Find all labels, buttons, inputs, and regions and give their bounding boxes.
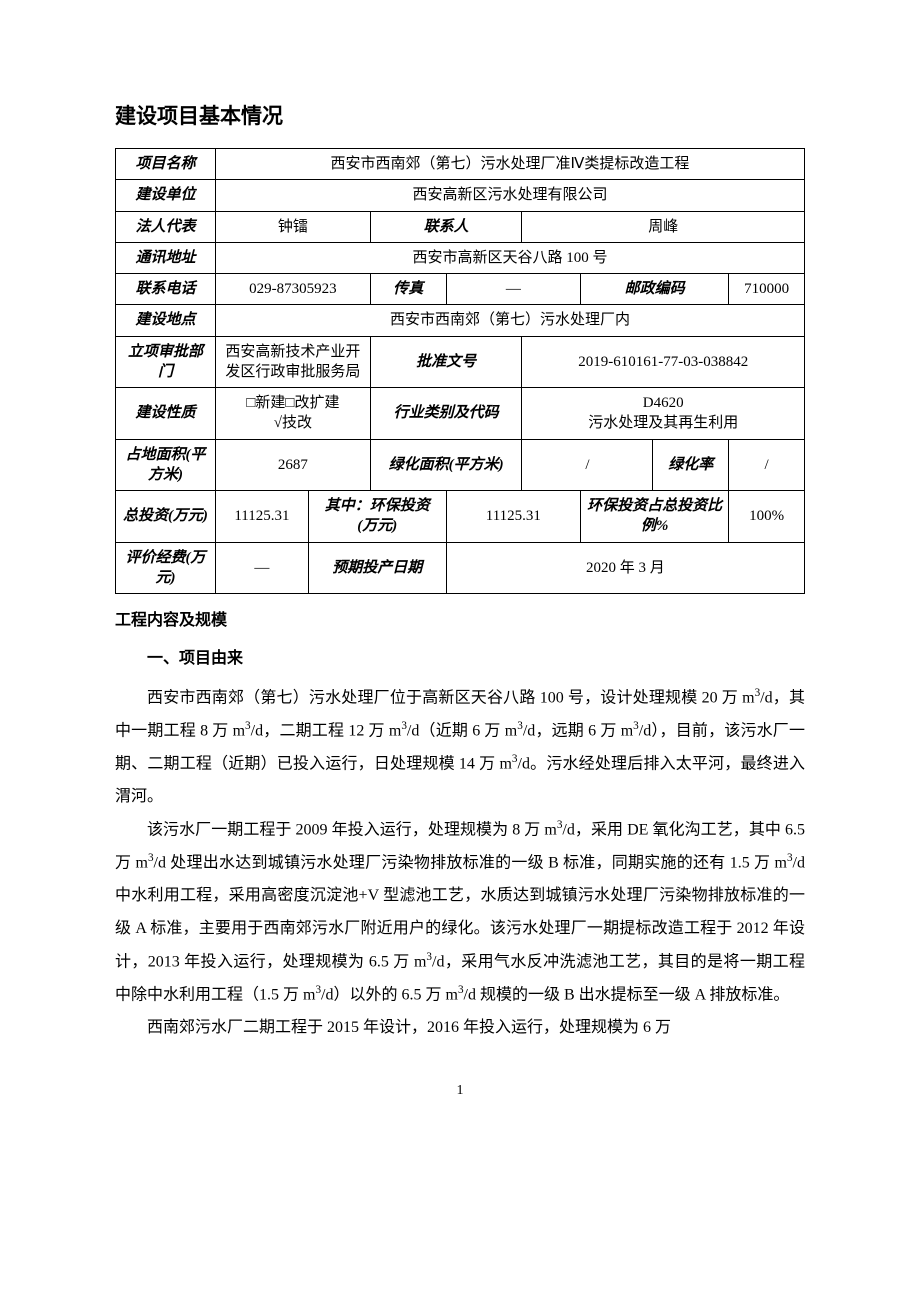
section-heading: 一、项目由来 [115,644,805,668]
label-fax: 传真 [370,274,446,305]
label-phone: 联系电话 [116,274,216,305]
p1-seg-d: /d（近期 6 万 m [407,722,517,739]
p1-seg-c: /d，二期工程 12 万 m [251,722,402,739]
value-total-invest: 11125.31 [215,491,308,543]
project-basic-info-table: 项目名称 西安市西南郊（第七）污水处理厂准Ⅳ类提标改造工程 建设单位 西安高新区… [115,148,805,594]
table-row: 占地面积(平方米) 2687 绿化面积(平方米) / 绿化率 / [116,439,805,491]
label-approval-dept: 立项审批部门 [116,336,216,388]
body-paragraph-3: 西南郊污水厂二期工程于 2015 年设计，2016 年投入运行，处理规模为 6 … [115,1012,805,1045]
label-approval-no: 批准文号 [370,336,522,388]
p1-seg-e: /d，远期 6 万 m [523,722,633,739]
value-legal-rep: 钟镭 [215,211,370,242]
label-postal-code: 邮政编码 [581,274,729,305]
p2-seg-f: /d）以外的 6.5 万 m [321,986,458,1003]
p2-seg-g: /d 规模的一级 B 出水提标至一级 A 排放标准。 [464,986,790,1003]
page-title: 建设项目基本情况 [115,100,805,130]
value-env-invest: 11125.31 [446,491,580,543]
label-land-area: 占地面积(平方米) [116,439,216,491]
value-address: 西安市高新区天谷八路 100 号 [215,242,804,273]
table-row: 项目名称 西安市西南郊（第七）污水处理厂准Ⅳ类提标改造工程 [116,149,805,180]
table-row: 建设性质 □新建□改扩建 √技改 行业类别及代码 D4620 污水处理及其再生利… [116,388,805,440]
p1-seg-a: 西安市西南郊（第七）污水处理厂位于高新区天谷八路 100 号，设计处理规模 20… [147,689,755,706]
value-postal-code: 710000 [729,274,805,305]
label-project-name: 项目名称 [116,149,216,180]
label-env-invest: 其中：环保投资(万元) [308,491,446,543]
label-construction-nature: 建设性质 [116,388,216,440]
label-green-area-text: 绿化面积(平方米) [389,457,504,473]
label-total-invest-text: 总投资(万元) [123,508,208,524]
table-row: 建设地点 西安市西南郊（第七）污水处理厂内 [116,305,805,336]
table-row: 通讯地址 西安市高新区天谷八路 100 号 [116,242,805,273]
table-row: 联系电话 029-87305923 传真 — 邮政编码 710000 [116,274,805,305]
label-industry-text: 行业类别及代码 [394,405,499,421]
value-land-area: 2687 [215,439,370,491]
label-legal-rep: 法人代表 [116,211,216,242]
label-contact-person: 联系人 [370,211,522,242]
value-construction-site: 西安市西南郊（第七）污水处理厂内 [215,305,804,336]
p2-seg-a: 该污水厂一期工程于 2009 年投入运行，处理规模为 8 万 m [147,822,557,839]
label-eval-fee-text: 评价经费(万元) [125,550,205,586]
label-address: 通讯地址 [116,242,216,273]
label-env-invest-text: 其中：环保投资(万元) [325,498,430,534]
value-green-area: / [522,439,653,491]
table-row: 评价经费(万元) — 预期投产日期 2020 年 3 月 [116,542,805,594]
label-industry: 行业类别及代码 [370,388,522,440]
label-construction-unit: 建设单位 [116,180,216,211]
value-green-rate: / [729,439,805,491]
label-green-area: 绿化面积(平方米) [370,439,522,491]
value-contact-person: 周峰 [522,211,805,242]
value-prod-date: 2020 年 3 月 [446,542,804,594]
table-row: 立项审批部门 西安高新技术产业开发区行政审批服务局 批准文号 2019-6101… [116,336,805,388]
value-industry: D4620 污水处理及其再生利用 [522,388,805,440]
page-number: 1 [115,1083,805,1099]
value-approval-dept: 西安高新技术产业开发区行政审批服务局 [215,336,370,388]
value-construction-nature: □新建□改扩建 √技改 [215,388,370,440]
label-env-invest-ratio-text: 环保投资占总投资比例% [587,498,722,534]
body-paragraph-2: 该污水厂一期工程于 2009 年投入运行，处理规模为 8 万 m3/d，采用 D… [115,814,805,1012]
p2-seg-c: /d 处理出水达到城镇污水处理厂污染物排放标准的一级 B 标准，同期实施的还有 … [154,855,787,872]
label-prod-date: 预期投产日期 [308,542,446,594]
label-green-rate: 绿化率 [653,439,729,491]
label-eval-fee: 评价经费(万元) [116,542,216,594]
label-construction-site: 建设地点 [116,305,216,336]
label-prod-date-text: 预期投产日期 [332,560,422,576]
label-land-area-text: 占地面积(平方米) [125,447,205,483]
value-project-name: 西安市西南郊（第七）污水处理厂准Ⅳ类提标改造工程 [215,149,804,180]
table-row: 总投资(万元) 11125.31 其中：环保投资(万元) 11125.31 环保… [116,491,805,543]
label-approval-dept-text: 立项审批部门 [128,344,203,380]
value-approval-no: 2019-610161-77-03-038842 [522,336,805,388]
value-fax: — [446,274,580,305]
label-env-invest-ratio: 环保投资占总投资比例% [581,491,729,543]
value-eval-fee: — [215,542,308,594]
value-construction-unit: 西安高新区污水处理有限公司 [215,180,804,211]
label-green-rate-text: 绿化率 [668,457,713,473]
body-paragraph-1: 西安市西南郊（第七）污水处理厂位于高新区天谷八路 100 号，设计处理规模 20… [115,682,805,814]
section-sub-title: 工程内容及规模 [115,606,805,630]
value-env-invest-ratio: 100% [729,491,805,543]
value-phone: 029-87305923 [215,274,370,305]
table-row: 法人代表 钟镭 联系人 周峰 [116,211,805,242]
table-row: 建设单位 西安高新区污水处理有限公司 [116,180,805,211]
label-total-invest: 总投资(万元) [116,491,216,543]
